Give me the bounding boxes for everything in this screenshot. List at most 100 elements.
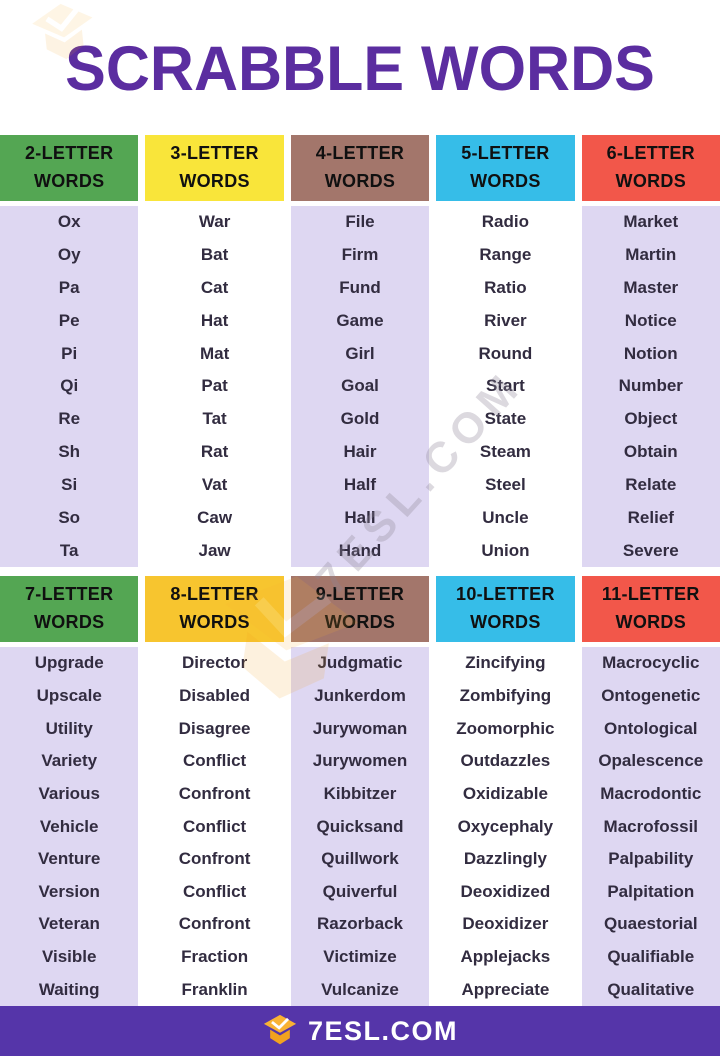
header-label: 9-LETTER — [315, 584, 405, 605]
word: Pe — [58, 310, 80, 330]
word: Range — [479, 245, 532, 265]
word: Rat — [200, 442, 229, 462]
word: State — [484, 409, 527, 429]
word: So — [58, 507, 81, 527]
word: Razorback — [317, 914, 403, 934]
word: Cat — [200, 278, 229, 298]
column-8-letter: Director Disabled Disagree Conflict Confront… — [145, 647, 284, 1006]
header-label: 8-LETTER — [170, 584, 259, 605]
word: Severe — [622, 540, 679, 560]
word: Caw — [197, 507, 233, 527]
header-sublabel: WORDS — [33, 612, 105, 632]
word: Hand — [338, 540, 382, 560]
word: Applejacks — [460, 947, 551, 967]
header-sublabel: WORDS — [615, 171, 687, 191]
word: Waiting — [38, 979, 100, 999]
column-11-letter: Macrocyclic Ontogenetic Ontological Opalesc… — [581, 647, 720, 1006]
header-6-letter-words: 6-LETTER WORDS — [581, 135, 720, 201]
word: Jaw — [198, 540, 231, 560]
word: Martin — [625, 245, 677, 265]
word: Round — [478, 343, 533, 363]
word: Notice — [624, 310, 677, 330]
word: Quillwork — [321, 849, 399, 869]
word: Oxycephaly — [457, 816, 554, 836]
word: Fund — [339, 278, 381, 298]
column-4-letter: File Firm Fund Game Girl Goal Gold Hair Half Hall… — [290, 206, 430, 567]
header-sublabel: WORDS — [470, 171, 541, 191]
word: File — [345, 212, 375, 232]
header-sublabel: WORDS — [324, 171, 396, 191]
header-label: 3-LETTER — [170, 143, 259, 164]
word: Jurywomen — [312, 751, 408, 771]
body-row-1: Ox Oy Pa Pe Pi Qi Re Sh Si So Ta War Bat Cat Hat Mat Pat… — [0, 206, 720, 567]
word: Re — [58, 409, 81, 429]
word: Ontogenetic — [601, 685, 701, 705]
word: Quaestorial — [604, 914, 698, 934]
header-11-letter-words: 11-LETTER WORDS — [581, 576, 720, 642]
word: Quiverful — [322, 881, 398, 901]
header-8-letter-words: 8-LETTER WORDS — [145, 576, 284, 642]
word: Goal — [341, 376, 379, 396]
title-area: SCRABBLE WORDS — [0, 0, 720, 135]
word: Si — [61, 474, 78, 494]
word: Relate — [625, 474, 677, 494]
word: Pat — [201, 376, 228, 396]
word: Victimize — [323, 947, 397, 967]
word: River — [484, 310, 527, 330]
page-title: SCRABBLE WORDS — [65, 32, 655, 103]
word: Variety — [41, 751, 98, 771]
word: Jurywoman — [312, 718, 408, 738]
word: Radio — [481, 212, 529, 232]
word: Kibbitzer — [323, 783, 397, 803]
column-5-letter: Radio Range Ratio River Round Start State Steam… — [436, 206, 575, 567]
word: Version — [38, 881, 100, 901]
word: Obtain — [623, 442, 678, 462]
word: Firm — [341, 245, 379, 265]
word: Notion — [623, 343, 678, 363]
word: Conflict — [182, 751, 247, 771]
word: Utility — [45, 718, 93, 738]
word: Appreciate — [461, 979, 550, 999]
word: Confront — [178, 849, 251, 869]
section-7-to-11-letter-words: 7-LETTER WORDS 8-LETTER WORDS 9-LETTER WORDS 1… — [0, 576, 720, 1006]
word: Deoxidized — [460, 881, 551, 901]
word: Mat — [199, 343, 230, 363]
header-4-letter-words: 4-LETTER WORDS — [290, 135, 430, 201]
word: Confront — [178, 783, 251, 803]
word: Pa — [58, 278, 80, 298]
word: Vat — [201, 474, 228, 494]
word: Macrodontic — [600, 783, 702, 803]
word: Ratio — [484, 278, 527, 298]
header-3-letter-words: 3-LETTER WORDS — [145, 135, 284, 201]
word: Steam — [479, 442, 531, 462]
header-sublabel: WORDS — [324, 612, 396, 632]
column-2-letter: Ox Oy Pa Pe Pi Qi Re Sh Si So Ta — [0, 206, 139, 567]
header-sublabel: WORDS — [179, 171, 250, 191]
word: Half — [343, 474, 377, 494]
header-label: 5-LETTER — [461, 143, 550, 164]
header-sublabel: WORDS — [615, 612, 687, 632]
word: Vulcanize — [321, 979, 399, 999]
word: Zoomorphic — [456, 718, 555, 738]
word: Upscale — [36, 685, 102, 705]
word: Union — [481, 540, 530, 560]
word: Number — [618, 376, 683, 396]
header-7-letter-words: 7-LETTER WORDS — [0, 576, 139, 642]
word: Pi — [61, 343, 78, 363]
word: Upgrade — [34, 653, 104, 673]
column-6-letter: Market Martin Master Notice Notion Number Obje… — [581, 206, 720, 567]
header-5-letter-words: 5-LETTER WORDS — [436, 135, 575, 201]
word: Hat — [200, 310, 229, 330]
word: Object — [624, 409, 678, 429]
word: Zincifying — [465, 653, 546, 673]
footer-brand-text: 7ESL.COM — [307, 1015, 459, 1046]
word: Quicksand — [316, 816, 404, 836]
word: Ta — [59, 540, 79, 560]
word: Girl — [345, 343, 375, 363]
header-sublabel: WORDS — [470, 612, 541, 632]
word: Qualitative — [607, 979, 695, 999]
header-9-letter-words: 9-LETTER WORDS — [290, 576, 430, 642]
header-sublabel: WORDS — [179, 612, 250, 632]
header-label: 4-LETTER — [315, 143, 405, 164]
